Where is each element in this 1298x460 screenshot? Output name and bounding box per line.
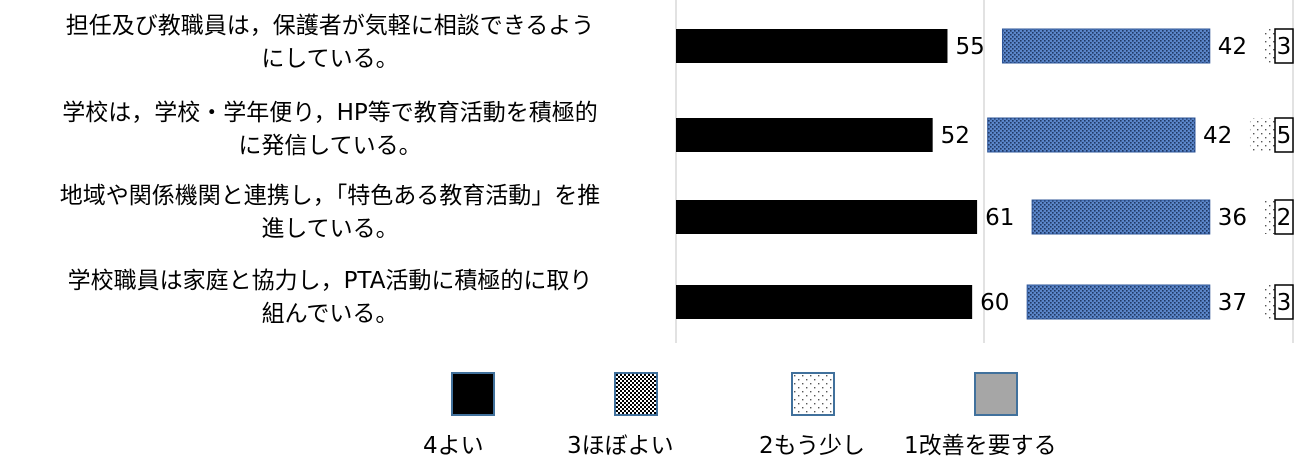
data-labels: 55 42 3 52 42 5 61 36 2 60 37 3 (941, 28, 1294, 320)
category-label: 地域や関係機関と連携し，「特色ある教育活動」を推 進している。 (0, 180, 660, 246)
category-label-line: 学校は，学校・学年便り，HP等で教育活動を積極的 (62, 100, 598, 126)
data-label: 5 (1277, 123, 1292, 149)
bar-segment (1031, 199, 1211, 235)
data-label: 61 (985, 205, 1014, 231)
bar-segment (676, 118, 933, 152)
legend-label: 4よい (423, 433, 484, 459)
bar-segment (1026, 284, 1211, 320)
legend-label: 3ほぼよい (567, 433, 674, 459)
bar-segment (676, 285, 973, 319)
data-label: 60 (980, 290, 1009, 316)
legend-label: 2もう少し (759, 433, 865, 459)
data-label: 55 (955, 34, 984, 60)
category-label-line: にしている。 (261, 46, 399, 72)
legend-swatch (974, 372, 1018, 416)
bar-segment (676, 200, 978, 234)
bar-segment (676, 29, 948, 63)
data-label-box (1274, 28, 1294, 64)
chart-plot: 55 42 3 52 42 5 61 36 2 60 37 3 (675, 0, 1294, 343)
legend-swatch (451, 372, 495, 416)
data-label: 2 (1277, 205, 1292, 231)
data-label: 52 (941, 123, 970, 149)
data-label: 3 (1277, 34, 1292, 60)
data-label: 42 (1203, 123, 1232, 149)
category-label-line: 進している。 (261, 216, 399, 242)
bar-segment (987, 117, 1196, 153)
data-label: 36 (1218, 205, 1247, 231)
bar-segment (1001, 28, 1211, 64)
category-label: 担任及び教職員は，保護者が気軽に相談できるよう にしている。 (0, 10, 660, 76)
legend-swatch (791, 372, 835, 416)
data-label-box (1274, 199, 1294, 235)
data-label-box (1274, 117, 1294, 153)
data-label: 42 (1218, 34, 1247, 60)
category-label: 学校は，学校・学年便り，HP等で教育活動を積極的 に発信している。 (0, 97, 660, 163)
category-label-line: 組んでいる。 (261, 301, 399, 327)
category-label: 学校職員は家庭と協力し，PTA活動に積極的に取り 組んでいる。 (0, 265, 660, 331)
category-label-line: 担任及び教職員は，保護者が気軽に相談できるよう (65, 13, 595, 39)
category-label-line: 学校職員は家庭と協力し，PTA活動に積極的に取り (67, 268, 593, 294)
category-label-line: 地域や関係機関と連携し，「特色ある教育活動」を推 (59, 183, 601, 209)
legend-swatch (614, 372, 658, 416)
legend-label: 1改善を要する (904, 433, 1057, 459)
category-label-line: に発信している。 (238, 133, 422, 159)
data-label: 37 (1218, 290, 1247, 316)
data-label-box (1274, 284, 1294, 320)
data-label: 3 (1277, 290, 1292, 316)
legend: 4よい 3ほぼよい 2もう少し 1改善を要する (0, 368, 1298, 459)
